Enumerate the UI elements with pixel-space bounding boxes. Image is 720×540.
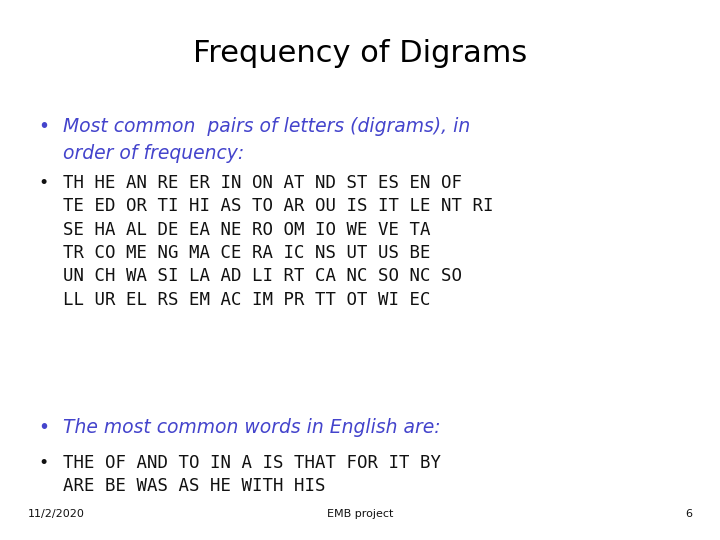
Text: •: • <box>39 454 49 472</box>
Text: 6: 6 <box>685 509 692 519</box>
Text: •: • <box>39 117 50 136</box>
Text: Frequency of Digrams: Frequency of Digrams <box>193 39 527 69</box>
Text: TH HE AN RE ER IN ON AT ND ST ES EN OF
TE ED OR TI HI AS TO AR OU IS IT LE NT RI: TH HE AN RE ER IN ON AT ND ST ES EN OF T… <box>63 174 493 309</box>
Text: THE OF AND TO IN A IS THAT FOR IT BY
ARE BE WAS AS HE WITH HIS: THE OF AND TO IN A IS THAT FOR IT BY ARE… <box>63 454 441 495</box>
Text: The most common words in English are:: The most common words in English are: <box>63 418 441 437</box>
Text: •: • <box>39 418 50 437</box>
Text: EMB project: EMB project <box>327 509 393 519</box>
Text: 11/2/2020: 11/2/2020 <box>28 509 85 519</box>
Text: Most common  pairs of letters (digrams), in
order of frequency:: Most common pairs of letters (digrams), … <box>63 117 470 163</box>
Text: •: • <box>39 174 49 192</box>
